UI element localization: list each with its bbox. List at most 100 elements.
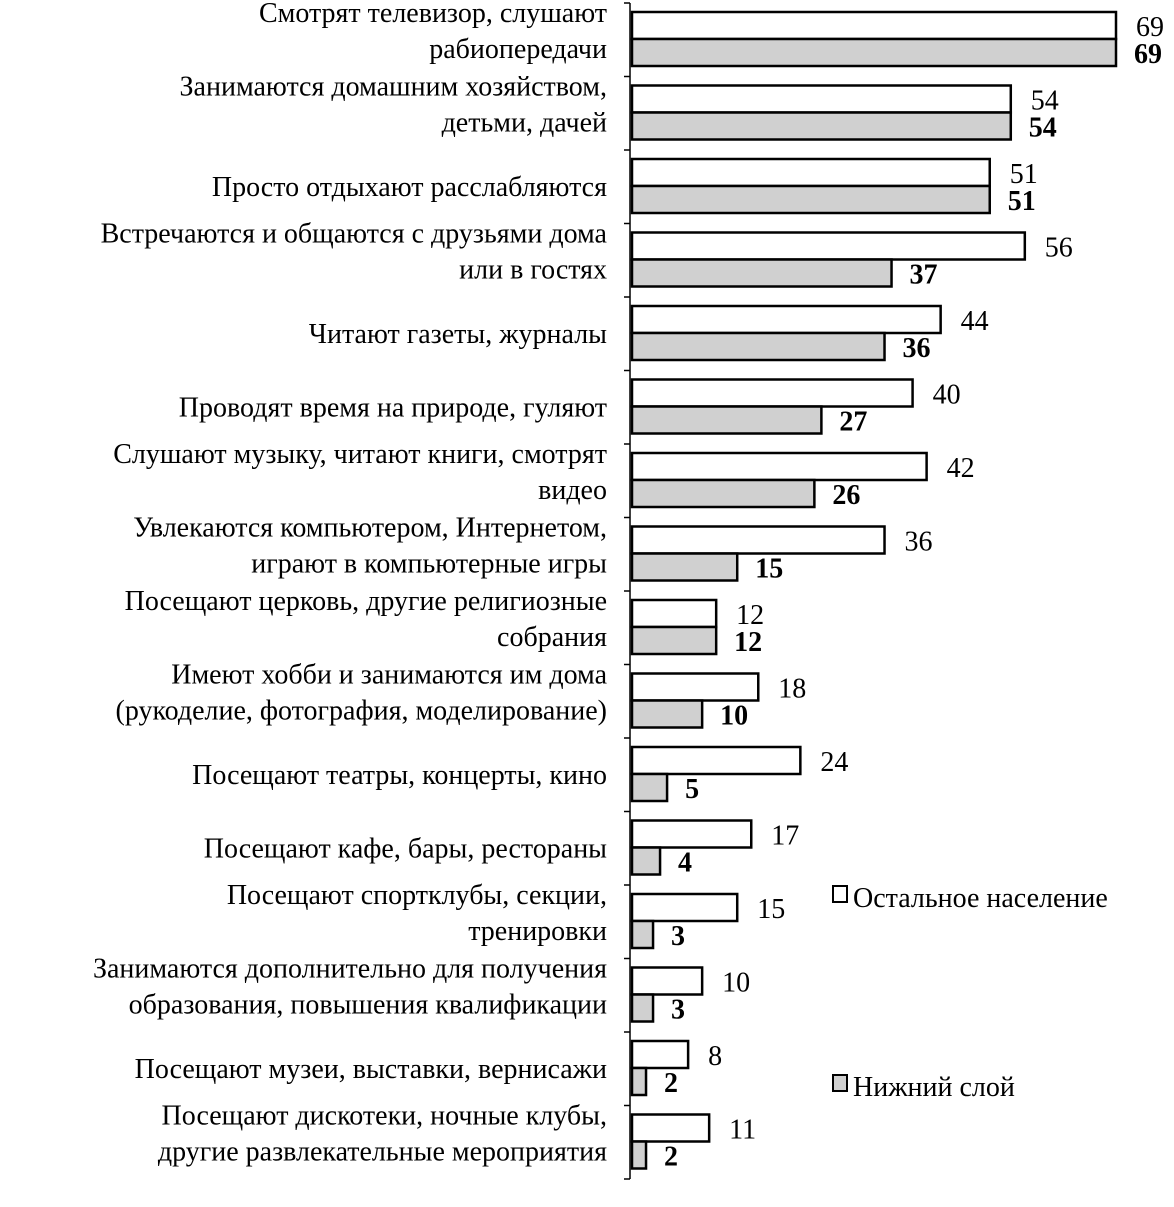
bar-lower-layer: [630, 37, 1118, 68]
category-label-line: образования, повышения квалификации: [129, 990, 607, 1021]
bar-lower-layer: [630, 1140, 648, 1170]
category-label: Проводят время на природе, гуляют: [179, 393, 607, 424]
bar-others: [630, 157, 991, 188]
bar-lower-layer: [630, 331, 886, 362]
bar-others: [630, 1039, 690, 1070]
value-label-others: 44: [961, 306, 989, 337]
category-label-line: Посещают спортклубы, секции,: [227, 880, 607, 911]
legend-swatch-others: [832, 885, 848, 903]
value-label-lower-layer: 26: [832, 480, 860, 511]
value-label-lower-layer: 4: [678, 848, 692, 879]
bar-lower-layer: [630, 1066, 648, 1097]
bar-others: [630, 304, 942, 335]
category-label-line: Посещают кафе, бары, рестораны: [204, 834, 607, 865]
bar-others: [630, 672, 760, 702]
category-label-line: Просто отдыхают расслабляются: [212, 172, 607, 203]
bar-others: [630, 525, 886, 555]
category-label: Просто отдыхают расслабляются: [212, 172, 607, 203]
category-label-line: или в гостях: [459, 255, 607, 286]
bar-lower-layer: [630, 258, 893, 288]
value-label-lower-layer: 27: [839, 407, 867, 438]
legend-label-lower: Нижний слой: [853, 1072, 1015, 1103]
category-label-line: Смотрят телевизор, слушают: [259, 0, 607, 29]
value-label-others: 17: [771, 821, 799, 852]
bar-others: [630, 84, 1013, 114]
value-label-others: 8: [708, 1041, 722, 1072]
bar-others: [630, 892, 739, 923]
category-label: Увлекаются компьютером, Интернетом, играю…: [133, 513, 607, 580]
category-label: Посещают кафе, бары, рестораны: [204, 834, 607, 865]
bar-others: [630, 1113, 711, 1143]
y-axis: [624, 2, 631, 1180]
bar-lower-layer: [630, 405, 823, 435]
bar-lower-layer: [630, 625, 718, 656]
value-label-others: 24: [820, 747, 848, 778]
value-label-lower-layer: 3: [671, 995, 685, 1026]
value-label-lower-layer: 2: [664, 1068, 678, 1099]
category-label-line: играют в компьютерные игры: [251, 549, 607, 580]
category-label-line: Занимаются домашним хозяйством,: [180, 72, 607, 103]
bar-lower-layer: [630, 772, 669, 803]
bar-lower-layer: [630, 919, 655, 950]
bar-lower-layer: [630, 111, 1013, 141]
category-label: Посещают музеи, выставки, вернисажи: [135, 1054, 607, 1085]
legend: Остальное население Нижний слой: [832, 883, 1108, 1103]
bar-lower-layer: [630, 846, 662, 876]
bars-layer: 6969545451515637443640274226361512121810…: [630, 10, 1164, 1173]
category-label: Читают газеты, журналы: [309, 319, 607, 350]
category-label-line: Слушают музыку, читают книги, смотрят: [113, 439, 607, 470]
category-label: Слушают музыку, читают книги, смотрят вид…: [113, 439, 607, 506]
category-label: Имеют хобби и занимаются им дома (рукодел…: [116, 660, 608, 727]
category-label-line: Посещают церковь, другие религиозные: [125, 586, 607, 617]
value-label-others: 40: [933, 380, 961, 411]
value-label-lower-layer: 15: [755, 554, 783, 585]
category-label-line: собрания: [497, 622, 607, 653]
bar-others: [630, 598, 718, 629]
value-label-others: 18: [778, 674, 806, 705]
bar-others: [630, 10, 1118, 41]
category-label-line: детьми, дачей: [442, 108, 607, 139]
legend-label-others: Остальное население: [853, 883, 1108, 914]
category-label: Встречаются и общаются с друзьями дома ил…: [101, 219, 608, 286]
value-label-lower-layer: 69: [1134, 39, 1162, 70]
bar-others: [630, 819, 753, 849]
value-label-lower-layer: 51: [1008, 186, 1036, 217]
value-label-others: 12: [736, 600, 764, 631]
category-label-line: видео: [538, 475, 607, 506]
bar-others: [630, 745, 802, 776]
value-label-others: 56: [1045, 233, 1073, 264]
bar-lower-layer: [630, 993, 655, 1023]
category-label-line: тренировки: [468, 916, 607, 947]
category-label: Посещают театры, концерты, кино: [192, 760, 607, 791]
bar-lower-layer: [630, 478, 816, 509]
bar-others: [630, 378, 914, 408]
category-label: Занимаются домашним хозяйством, детьми, д…: [180, 72, 607, 139]
category-labels: Смотрят телевизор, слушают рабиопередачи З…: [93, 0, 608, 1168]
category-label-line: Увлекаются компьютером, Интернетом,: [133, 513, 607, 544]
category-label: Занимаются дополнительно для получения об…: [93, 954, 607, 1021]
category-label-line: Встречаются и общаются с друзьями дома: [101, 219, 608, 250]
bar-lower-layer: [630, 184, 991, 215]
value-label-lower-layer: 3: [671, 921, 685, 952]
category-label: Посещают спортклубы, секции, тренировки: [227, 880, 607, 947]
category-label: Посещают дискотеки, ночные клубы, другие …: [158, 1101, 607, 1168]
bar-lower-layer: [630, 552, 739, 582]
value-label-others: 36: [905, 527, 933, 558]
legend-swatch-lower: [832, 1074, 848, 1092]
category-label-line: Посещают музеи, выставки, вернисажи: [135, 1054, 607, 1085]
value-label-lower-layer: 10: [720, 701, 748, 732]
category-label-line: рабиопередачи: [429, 34, 607, 65]
category-label-line: другие развлекательные мероприятия: [158, 1137, 607, 1168]
category-label: Смотрят телевизор, слушают рабиопередачи: [259, 0, 607, 65]
category-label-line: Читают газеты, журналы: [309, 319, 607, 350]
category-label-line: Занимаются дополнительно для получения: [93, 954, 607, 985]
value-label-lower-layer: 2: [664, 1142, 678, 1173]
category-label-line: Посещают театры, концерты, кино: [192, 760, 607, 791]
category-label-line: (рукоделие, фотография, моделирование): [116, 696, 608, 727]
bar-others: [630, 966, 704, 996]
category-label-line: Проводят время на природе, гуляют: [179, 393, 607, 424]
value-label-lower-layer: 36: [903, 333, 931, 364]
value-label-lower-layer: 12: [734, 627, 762, 658]
value-label-lower-layer: 37: [910, 260, 938, 291]
